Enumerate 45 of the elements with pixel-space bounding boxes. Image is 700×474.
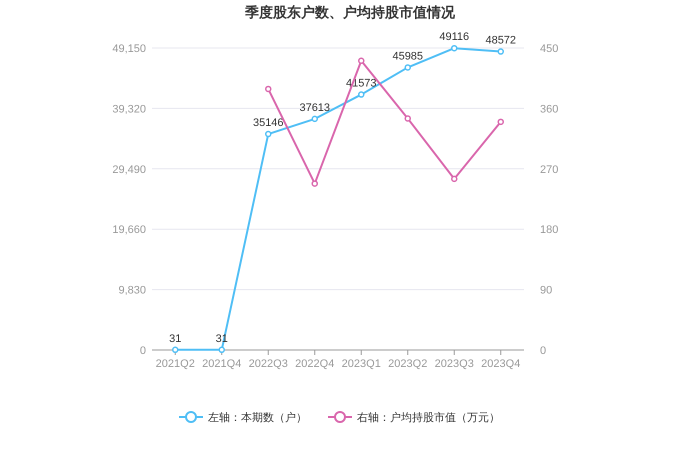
x-tick-label: 2023Q4 [481,358,520,370]
y-tick-label: 49,150 [112,43,146,55]
point [498,48,504,55]
legend-label: 右轴：户均持股市值（万元） [357,411,500,424]
point [498,118,504,126]
point [265,86,272,92]
point [404,115,411,122]
data-label: 45985 [392,50,424,62]
point [404,64,411,71]
point [358,58,364,64]
x-tick-label: 2022Q3 [248,358,288,370]
point [265,130,272,138]
x-tick-label: 2023Q1 [342,358,381,370]
data-label: 49116 [439,31,470,44]
y2-tick-label: 450 [540,43,558,55]
y-tick-label: 9,830 [118,284,146,297]
legend-item: 右轴：户均持股市值（万元） [328,411,500,424]
y-tick-label: 19,660 [112,224,146,236]
x-tick-label: 2022Q4 [295,358,334,370]
point [218,346,225,354]
data-label: 37613 [299,102,330,114]
point [312,116,318,122]
point [358,91,364,98]
y2-tick-label: 90 [540,284,552,297]
x-tick-label: 2023Q3 [434,358,474,370]
y2-tick-label: 270 [540,164,558,176]
chart-title: 季度股东户数、户均持股市值情况 [244,4,456,20]
y-tick-label: 29,490 [112,164,146,176]
y2-tick-label: 360 [540,103,558,116]
point [312,180,318,187]
legend-label: 左轴：本期数（户） [208,411,307,424]
y-tick-label: 0 [140,345,146,357]
x-tick-label: 2021Q2 [156,358,195,370]
point [451,44,458,52]
data-label: 31 [169,332,182,345]
data-label: 48572 [485,34,516,47]
x-tick-label: 2021Q4 [202,358,242,370]
point [172,346,178,354]
y-tick-label: 39,320 [112,103,146,116]
data-label: 35146 [252,117,284,130]
y2-tick-label: 0 [540,345,546,357]
point [451,176,458,182]
legend-item: 左轴：本期数（户） [179,411,307,424]
x-tick-label: 2023Q2 [388,358,428,370]
y2-tick-label: 180 [540,224,558,236]
